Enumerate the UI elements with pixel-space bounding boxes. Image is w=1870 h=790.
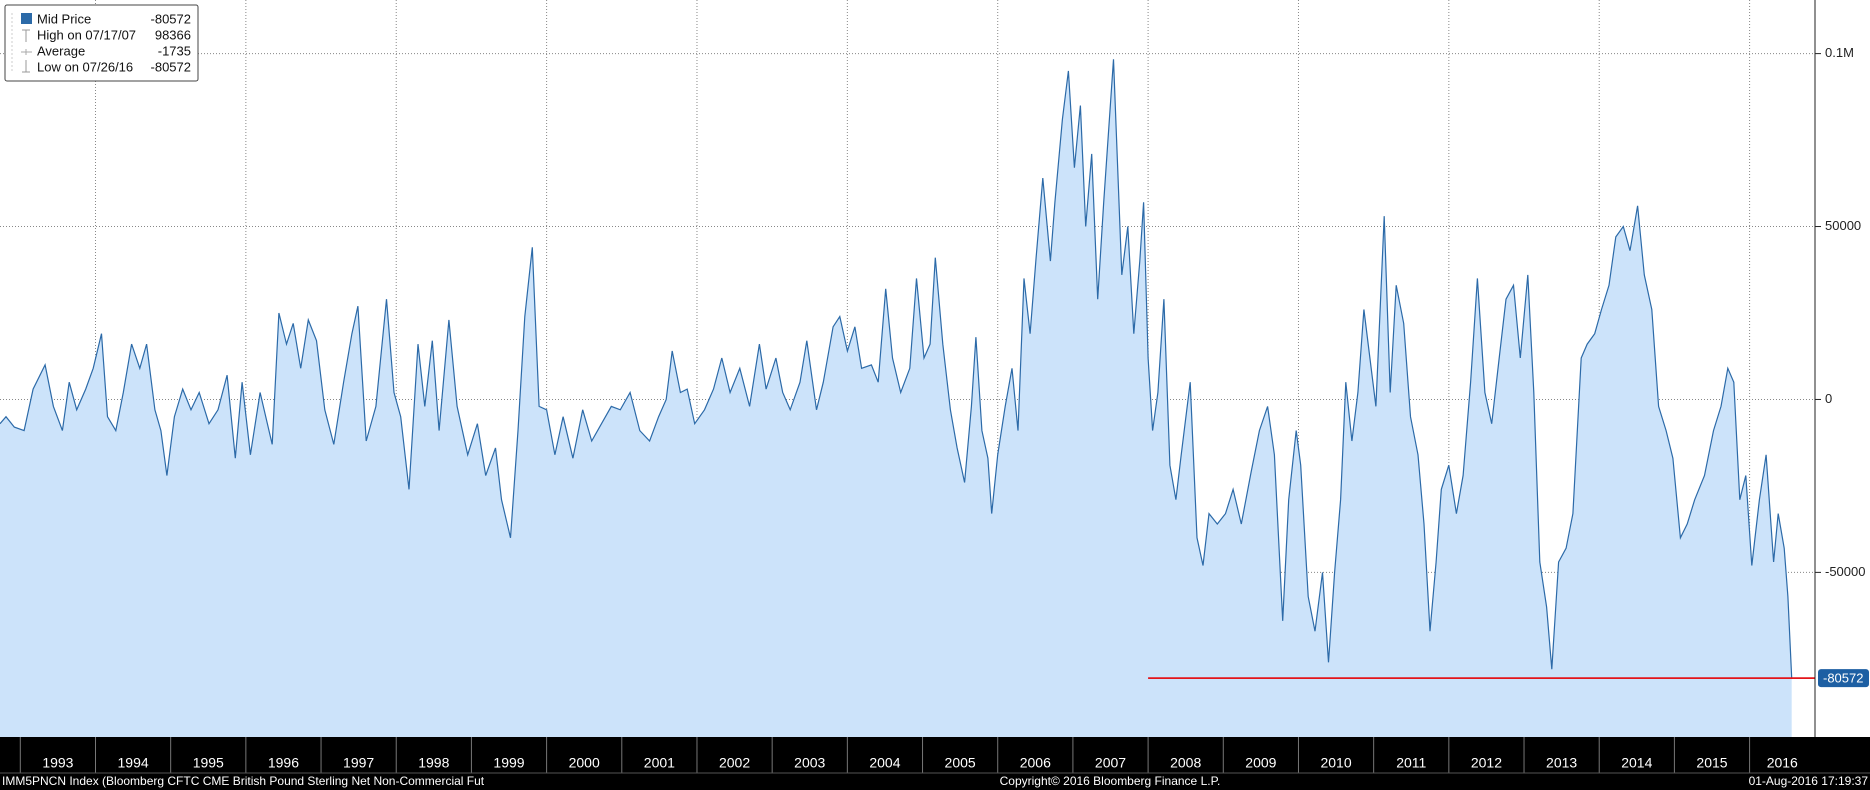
x-tick-label: 2014	[1621, 755, 1652, 771]
x-tick-label: 1997	[343, 755, 374, 771]
footer-left: IMM5PNCN Index (Bloomberg CFTC CME Briti…	[2, 774, 485, 788]
legend-value: 98366	[155, 27, 191, 42]
legend-label: Average	[37, 43, 85, 58]
x-tick-label: 2006	[1020, 755, 1051, 771]
x-tick-label: 1994	[118, 755, 149, 771]
x-tick-label: 2008	[1170, 755, 1201, 771]
last-value-badge	[1818, 669, 1869, 688]
legend-box	[4, 4, 199, 82]
y-tick-label: 0	[1825, 391, 1832, 406]
x-tick-label: 2013	[1546, 755, 1577, 771]
x-tick-label: 2015	[1696, 755, 1727, 771]
y-tick-label: 0.1M	[1825, 45, 1854, 60]
x-tick-label: 2004	[869, 755, 900, 771]
x-tick-label: 2012	[1471, 755, 1502, 771]
legend-label: Mid Price	[37, 11, 91, 26]
x-tick-label: 2011	[1396, 755, 1426, 771]
area-fill	[0, 59, 1792, 738]
x-axis-bar	[0, 737, 1870, 790]
last-value-label: -80572	[1823, 671, 1863, 686]
x-tick-label: 2007	[1095, 755, 1126, 771]
x-tick-label: 1996	[268, 755, 299, 771]
x-tick-label: 1993	[42, 755, 73, 771]
x-tick-label: 2016	[1767, 755, 1798, 771]
legend-icon-high	[22, 29, 30, 42]
legend-icon-average	[21, 49, 32, 55]
x-tick-label: 2005	[945, 755, 976, 771]
x-tick-label: 2000	[569, 755, 600, 771]
legend-label: Low on 07/26/16	[37, 59, 133, 74]
x-tick-label: 1998	[418, 755, 449, 771]
legend: Mid Price -80572 High on 07/17/07 98366 Aver…	[4, 4, 199, 82]
x-tick-label: 2003	[794, 755, 825, 771]
footer-center: Copyright© 2016 Bloomberg Finance L.P.	[1000, 774, 1221, 788]
legend-swatch	[21, 13, 32, 24]
x-tick-label: 2001	[644, 755, 675, 771]
x-tick-label: 1995	[193, 755, 224, 771]
legend-value: -80572	[151, 11, 191, 26]
footer-right: 01-Aug-2016 17:19:37	[1749, 774, 1869, 788]
plot-area	[0, 0, 1815, 738]
legend-icon-low	[22, 60, 30, 73]
y-tick-label: -50000	[1825, 564, 1865, 579]
legend-value: -1735	[158, 43, 191, 58]
price-line	[0, 59, 1793, 679]
legend-label: High on 07/17/07	[37, 27, 136, 42]
y-tick-label: 50000	[1825, 218, 1861, 233]
x-tick-label: 2010	[1320, 755, 1351, 771]
legend-value: -80572	[151, 59, 191, 74]
x-tick-label: 2009	[1245, 755, 1276, 771]
x-tick-label: 1999	[493, 755, 524, 771]
x-tick-label: 2002	[719, 755, 750, 771]
